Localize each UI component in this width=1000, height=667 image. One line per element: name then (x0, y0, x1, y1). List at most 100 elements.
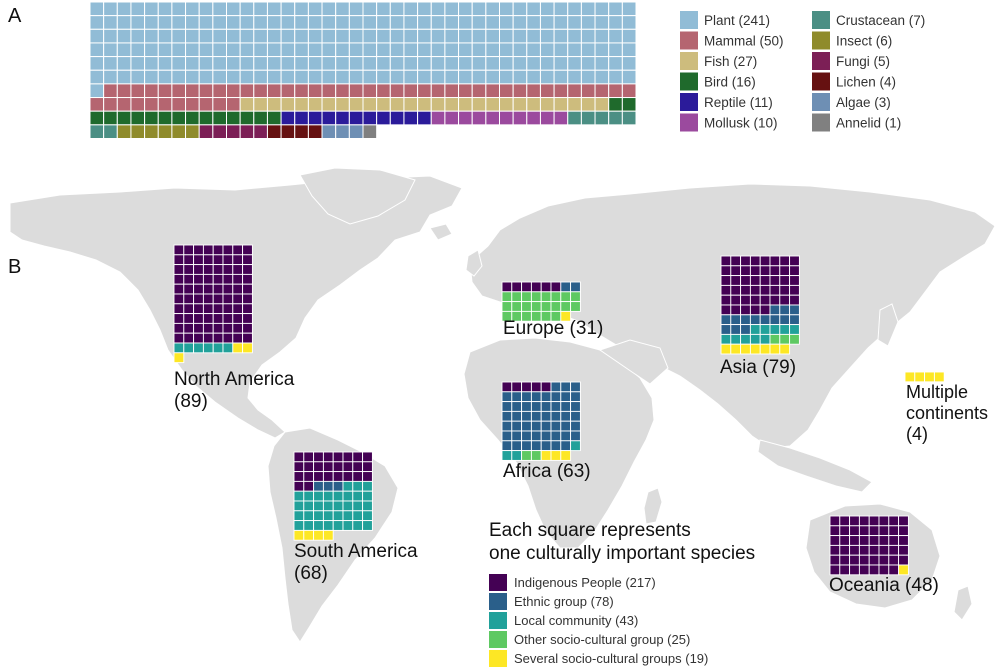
region-square-indigenous (720, 275, 732, 286)
waffle-square-plant (512, 1, 528, 17)
region-square-other (530, 450, 542, 461)
region-square-local (511, 450, 523, 461)
species-legend-item-fish: Fish (27) (680, 52, 757, 70)
group-legend-label-local: Local community (43) (514, 613, 638, 628)
region-square-ethnic (550, 391, 562, 403)
waffle-square-plant (239, 28, 255, 44)
region-square-indigenous (202, 264, 214, 275)
waffle-square-bird (130, 110, 146, 126)
region-square-indigenous (313, 471, 324, 482)
region-square-ethnic (550, 440, 562, 452)
region-square-indigenous (789, 294, 800, 306)
waffle-square-reptile (376, 110, 391, 126)
waffle-square-plant (116, 42, 132, 58)
region-square-ethnic (570, 381, 581, 393)
region-waffle-europe (501, 281, 581, 322)
region-square-ethnic (530, 391, 542, 403)
waffle-square-plant (103, 28, 118, 44)
waffle-square-bird (239, 110, 255, 126)
waffle-square-plant (567, 1, 582, 17)
waffle-square-plant (144, 1, 159, 17)
region-square-local (789, 324, 800, 335)
region-square-other (511, 291, 523, 303)
waffle-square-plant (621, 15, 637, 30)
region-square-indigenous (720, 284, 732, 296)
waffle-square-fish (321, 97, 337, 112)
region-square-ethnic (511, 391, 523, 403)
waffle-square-plant (307, 69, 323, 85)
waffle-square-plant (294, 69, 309, 85)
waffle-square-plant (116, 28, 132, 44)
waffle-square-plant (157, 1, 173, 17)
species-legend-item-algae: Algae (3) (812, 93, 891, 111)
species-legend-swatch-insect (812, 31, 830, 50)
region-square-indigenous (858, 535, 870, 546)
region-square-indigenous (849, 525, 860, 537)
region-square-indigenous (720, 265, 732, 277)
region-square-other (501, 301, 513, 312)
waffle-square-reptile (348, 110, 364, 126)
group-legend-item-indigenous: Indigenous People (217) (489, 574, 656, 591)
region-square-indigenous (730, 275, 742, 286)
region-square-ethnic (521, 391, 532, 403)
group-legend-swatch-ethnic (489, 593, 507, 610)
waffle-square-lichen (294, 124, 309, 139)
waffle-square-plant (485, 28, 501, 44)
waffle-square-mammal (171, 83, 187, 99)
waffle-square-plant (444, 15, 460, 30)
waffle-square-plant (594, 1, 610, 17)
region-square-indigenous (232, 303, 244, 315)
group-legend-swatch-local (489, 612, 507, 629)
waffle-square-plant (335, 42, 350, 58)
region-square-indigenous (769, 275, 781, 286)
waffle-square-fish (389, 97, 405, 112)
region-square-indigenous (898, 525, 909, 537)
waffle-square-fish (567, 97, 582, 112)
waffle-square-plant (89, 83, 105, 99)
region-square-indigenous (173, 273, 185, 285)
waffle-square-plant (171, 15, 187, 30)
waffle-square-plant (116, 1, 132, 17)
waffle-square-mammal (116, 83, 132, 99)
region-square-ethnic (560, 440, 572, 452)
region-square-several (933, 371, 945, 383)
waffle-square-plant (185, 42, 200, 58)
panel-label-a: A (8, 5, 22, 27)
waffle-square-plant (430, 69, 446, 85)
region-square-several (924, 371, 935, 383)
waffle-square-plant (444, 69, 460, 85)
region-square-indigenous (222, 283, 234, 295)
species-legend-item-mammal: Mammal (50) (680, 31, 784, 50)
waffle-square-crustacean (608, 110, 623, 126)
region-square-indigenous (232, 293, 244, 305)
waffle-square-bird (89, 110, 105, 126)
waffle-square-fish (539, 97, 555, 112)
region-square-ethnic (570, 391, 581, 403)
waffle-square-plant (526, 28, 541, 44)
waffle-square-plant (430, 56, 446, 71)
waffle-square-reptile (403, 110, 419, 126)
species-legend-swatch-bird (680, 72, 698, 91)
region-square-local (332, 490, 344, 502)
waffle-square-insect (171, 124, 187, 139)
waffle-square-plant (458, 56, 473, 71)
waffle-square-annelid (362, 124, 378, 139)
waffle-square-plant (621, 69, 637, 85)
region-square-indigenous (779, 284, 791, 296)
waffle-square-mammal (226, 97, 241, 112)
waffle-square-mollusk (512, 110, 528, 126)
waffle-square-plant (526, 56, 541, 71)
region-square-indigenous (550, 281, 562, 293)
waffle-square-mammal (157, 97, 173, 112)
waffle-square-mammal (212, 83, 228, 99)
waffle-square-mammal (266, 83, 282, 99)
waffle-square-plant (567, 42, 582, 58)
region-square-other (501, 291, 513, 303)
waffle-square-plant (403, 69, 419, 85)
waffle-square-plant (567, 69, 582, 85)
species-legend-swatch-reptile (680, 93, 698, 111)
region-square-local (303, 500, 315, 512)
region-square-indigenous (183, 254, 195, 266)
region-square-other (521, 450, 532, 461)
region-square-local (322, 500, 334, 512)
